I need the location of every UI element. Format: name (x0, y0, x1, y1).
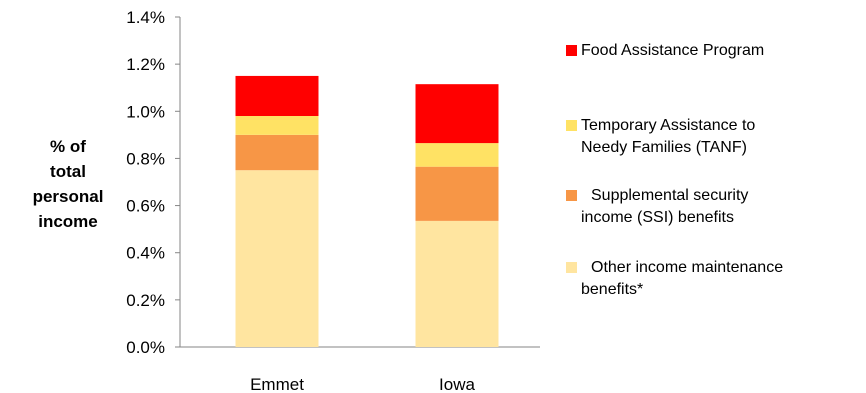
legend-label: Other income maintenance benefits* (581, 259, 784, 298)
legend-label: Temporary Assistance to Needy Families (… (581, 117, 756, 156)
bar-segment (235, 75, 319, 116)
y-tick-label: 1.0% (126, 102, 165, 121)
legend-swatch (566, 45, 577, 56)
bar-segment (415, 166, 499, 221)
y-axis-label-line: personal (32, 187, 104, 206)
y-tick-label: 1.2% (126, 55, 165, 74)
y-tick-label: 0.2% (126, 291, 165, 310)
legend-label: Food Assistance Program (581, 42, 765, 59)
legend-item-tanf: Temporary Assistance to Needy Families (… (566, 115, 755, 159)
y-tick-label: 0.4% (126, 244, 165, 263)
y-tick-label: 0.8% (126, 149, 165, 168)
y-tick-label: 0.0% (126, 338, 165, 357)
bar-segment (235, 116, 319, 135)
legend-label: Supplemental security income (SSI) benef… (581, 187, 749, 226)
y-axis-label-line: income (38, 212, 98, 231)
legend-item-other-income: Other income maintenance benefits* (566, 257, 783, 301)
legend-item-ssi: Supplemental security income (SSI) benef… (566, 185, 748, 229)
y-axis-label-line: total (50, 162, 86, 181)
bar-segment (415, 84, 499, 144)
y-axis-label: % of total personal income (28, 134, 108, 234)
legend-item-food-assistance: Food Assistance Program (566, 40, 764, 62)
legend-swatch (566, 120, 577, 131)
y-tick-label: 0.6% (126, 197, 165, 216)
x-tick-label: Iowa (439, 375, 475, 393)
bar-segment (415, 220, 499, 347)
x-tick-label: Emmet (250, 375, 304, 393)
y-axis-label-line: % of (50, 137, 86, 156)
bar-segment (235, 170, 319, 347)
legend-swatch (566, 262, 577, 273)
legend-swatch (566, 190, 577, 201)
bar-segment (235, 134, 319, 171)
bar-segment (415, 143, 499, 167)
y-tick-label: 1.4% (126, 8, 165, 27)
